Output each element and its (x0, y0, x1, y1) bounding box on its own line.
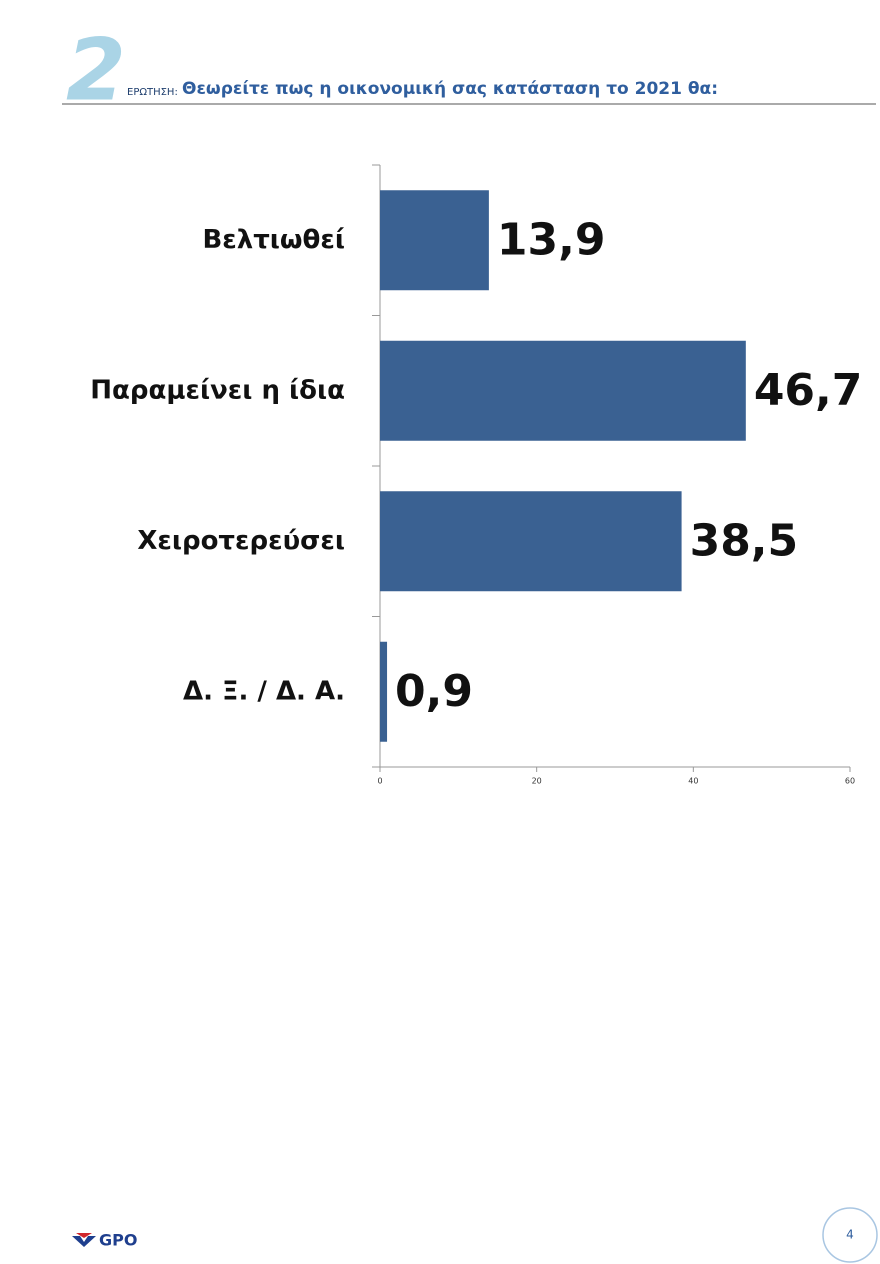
logo: GPO (72, 1231, 137, 1250)
chart-title: Θεωρείτε πως η οικονομική σας κατάσταση … (182, 79, 718, 99)
category-label: Χειροτερεύσει (137, 526, 345, 556)
category-label: Παραμείνει η ίδια (90, 375, 345, 405)
bar (380, 190, 489, 291)
question-prefix: ΕΡΩΤΗΣΗ: (127, 87, 178, 98)
bar (380, 340, 746, 441)
x-tick-label: 40 (688, 777, 698, 786)
bar (380, 641, 388, 742)
page-number-circle (822, 1207, 878, 1263)
chart: 0 20 40 60 Βελτιωθεί 13,9 Παραμείνει η ίδια 46,… (90, 164, 863, 786)
value-label: 46,7 (754, 365, 863, 416)
value-label: 0,9 (395, 666, 473, 717)
question-number: 2 (66, 20, 126, 120)
logo-emblem (72, 1236, 96, 1247)
value-label: 38,5 (690, 515, 799, 566)
value-label: 13,9 (497, 214, 606, 265)
category-label: Δ. Ξ. / Δ. Α. (183, 676, 345, 706)
logo-text: GPO (99, 1231, 137, 1250)
page-number: 4 (846, 1228, 854, 1242)
x-tick-label: 60 (845, 777, 855, 786)
x-tick-label: 20 (532, 777, 542, 786)
category-label: Βελτιωθεί (202, 225, 345, 255)
logo-emblem-accent (76, 1233, 92, 1238)
bar (380, 491, 682, 592)
x-tick-label: 0 (377, 777, 382, 786)
